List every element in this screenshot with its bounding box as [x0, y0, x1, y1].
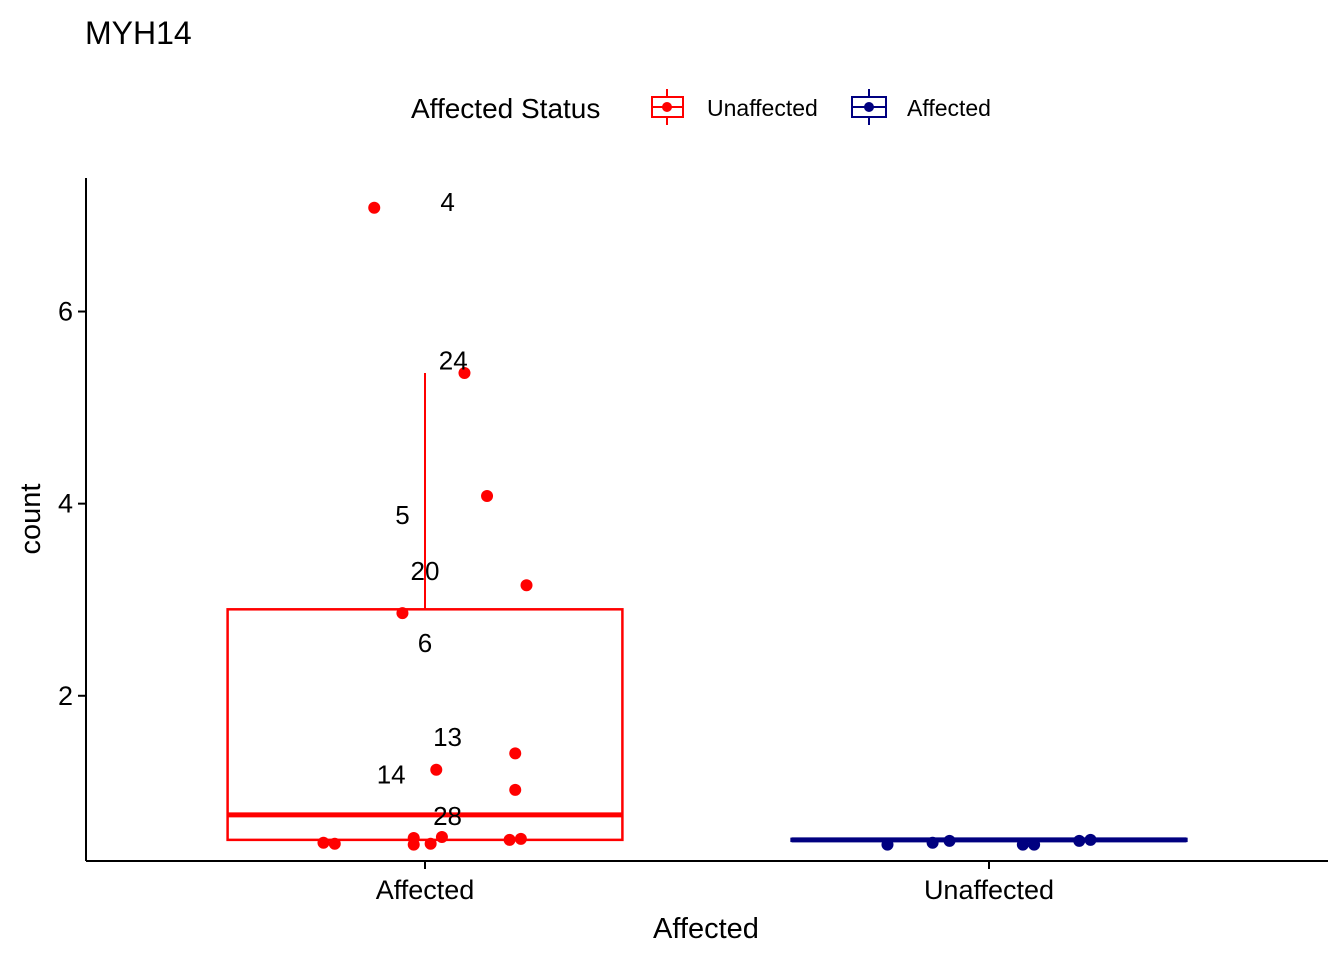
data-point: [520, 579, 533, 592]
data-point: [317, 836, 330, 849]
data-point: [1016, 838, 1029, 851]
y-axis-title: count: [15, 484, 47, 555]
data-point: [458, 367, 471, 380]
data-point: [503, 833, 516, 846]
data-point: [396, 607, 409, 620]
y-tick-label: 6: [58, 297, 73, 327]
y-tick-label: 2: [58, 681, 73, 711]
data-point: [368, 201, 381, 214]
legend-key-unaffected: [651, 89, 684, 125]
legend-label-affected: Affected: [907, 95, 991, 121]
legend-key-affected: [851, 89, 887, 125]
point-label: 28: [433, 801, 462, 831]
point-label: 24: [439, 346, 468, 376]
data-point: [943, 834, 956, 847]
y-tick-label: 4: [58, 489, 73, 519]
x-tick-label: Unaffected: [924, 875, 1054, 905]
data-point: [328, 837, 341, 850]
legend-title: Affected Status: [411, 93, 600, 124]
data-point: [509, 747, 522, 760]
point-label: 6: [418, 628, 432, 658]
data-point: [1028, 838, 1041, 851]
data-point: [430, 763, 443, 776]
chart-title: MYH14: [85, 15, 192, 51]
legend: Affected Status Unaffected Affected: [411, 89, 991, 125]
data-point: [509, 783, 522, 796]
point-label: 5: [395, 500, 409, 530]
data-point: [407, 838, 420, 851]
data-point: [881, 838, 894, 851]
data-point: [481, 489, 494, 502]
data-point: [926, 836, 939, 849]
point-label: 20: [411, 556, 440, 586]
data-point: [424, 837, 437, 850]
x-tick-label: Affected: [376, 875, 475, 905]
point-label: 14: [377, 760, 406, 790]
point-label: 4: [440, 187, 454, 217]
data-point: [435, 830, 448, 843]
x-axis-title: Affected: [653, 913, 759, 945]
data-point: [514, 832, 527, 845]
data-point: [1073, 834, 1086, 847]
box: [226, 608, 624, 842]
point-label: 13: [433, 722, 462, 752]
legend-label-unaffected: Unaffected: [707, 95, 818, 121]
data-point: [1084, 833, 1097, 846]
